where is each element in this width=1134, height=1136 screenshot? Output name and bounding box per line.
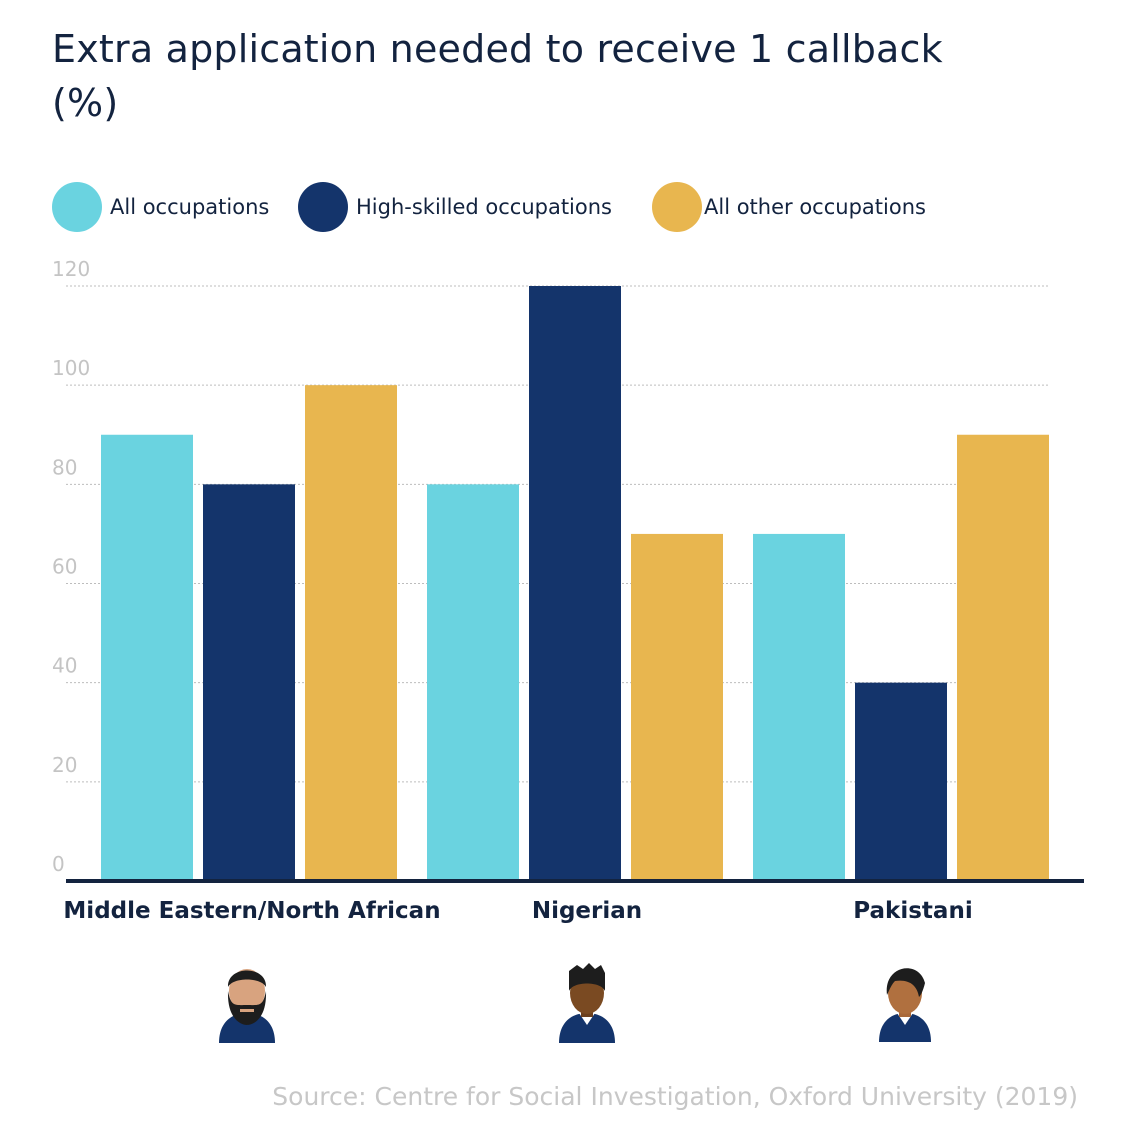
legend-label-high-skilled: High-skilled occupations	[356, 195, 612, 219]
south-asian-man-avatar-icon	[879, 968, 931, 1042]
y-tick-label: 80	[52, 455, 77, 479]
legend-item-all-occupations: All occupations	[52, 182, 269, 232]
category-labels: Middle Eastern/North African Nigerian Paki…	[63, 898, 972, 924]
bar	[529, 286, 621, 881]
bearded-man-avatar-icon	[219, 969, 275, 1043]
source-note: Source: Centre for Social Investigation,…	[272, 1082, 1078, 1111]
legend-label-all-occupations: All occupations	[110, 195, 270, 219]
bar	[101, 434, 193, 881]
y-tick-label: 20	[52, 753, 77, 777]
bar	[753, 533, 845, 881]
bar	[427, 484, 519, 881]
bars	[101, 286, 1049, 881]
bar	[305, 385, 397, 881]
legend-item-all-other: All other occupations	[652, 182, 926, 232]
bar	[957, 434, 1049, 881]
y-tick-labels: 0 20 40 60 80 100 120	[52, 257, 90, 876]
legend-swatch-high-skilled	[298, 182, 348, 232]
chart-title: Extra application needed to receive 1 ca…	[52, 27, 943, 125]
legend-label-all-other: All other occupations	[704, 195, 926, 219]
legend-swatch-all-occupations	[52, 182, 102, 232]
category-label: Pakistani	[853, 898, 972, 924]
y-tick-label: 100	[52, 356, 90, 380]
legend-item-high-skilled: High-skilled occupations	[298, 182, 612, 232]
y-tick-label: 60	[52, 555, 77, 579]
category-label: Nigerian	[532, 898, 642, 924]
category-label: Middle Eastern/North African	[63, 898, 440, 924]
legend-swatch-all-other	[652, 182, 702, 232]
african-man-avatar-icon	[559, 963, 615, 1043]
bar	[855, 682, 947, 881]
bar	[203, 484, 295, 881]
y-tick-label: 120	[52, 257, 90, 281]
y-tick-label: 0	[52, 852, 65, 876]
y-tick-label: 40	[52, 654, 77, 678]
bar	[631, 533, 723, 881]
